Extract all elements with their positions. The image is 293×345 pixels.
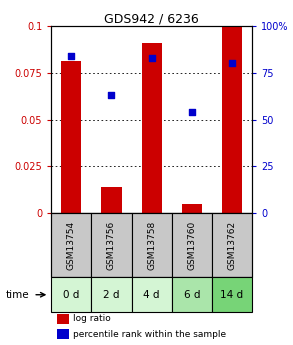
Text: GSM13760: GSM13760 [187, 220, 196, 270]
Point [109, 92, 114, 98]
Text: 4 d: 4 d [143, 290, 160, 300]
Bar [51, 277, 91, 312]
Bar [222, 26, 242, 213]
Bar [212, 277, 252, 312]
Bar [212, 213, 252, 277]
Bar [51, 213, 91, 277]
Bar [57, 314, 69, 324]
Text: GSM13758: GSM13758 [147, 220, 156, 270]
Text: GSM13756: GSM13756 [107, 220, 116, 270]
Bar [142, 43, 162, 213]
Text: 6 d: 6 d [183, 290, 200, 300]
Point [69, 53, 74, 59]
Text: percentile rank within the sample: percentile rank within the sample [73, 330, 226, 339]
Bar [172, 213, 212, 277]
Bar [57, 329, 69, 339]
Bar [91, 277, 132, 312]
Bar [101, 187, 122, 213]
Text: 0 d: 0 d [63, 290, 79, 300]
Bar [91, 213, 132, 277]
Text: time: time [6, 290, 29, 300]
Bar [182, 204, 202, 213]
Text: 2 d: 2 d [103, 290, 120, 300]
Bar [172, 277, 212, 312]
Text: GSM13754: GSM13754 [67, 221, 76, 270]
Point [149, 55, 154, 60]
Text: log ratio: log ratio [73, 314, 111, 323]
Title: GDS942 / 6236: GDS942 / 6236 [104, 13, 199, 26]
Text: GSM13762: GSM13762 [227, 221, 236, 270]
Bar [132, 213, 172, 277]
Point [230, 61, 234, 66]
Point [190, 109, 194, 115]
Bar [61, 61, 81, 213]
Text: 14 d: 14 d [220, 290, 243, 300]
Bar [132, 277, 172, 312]
